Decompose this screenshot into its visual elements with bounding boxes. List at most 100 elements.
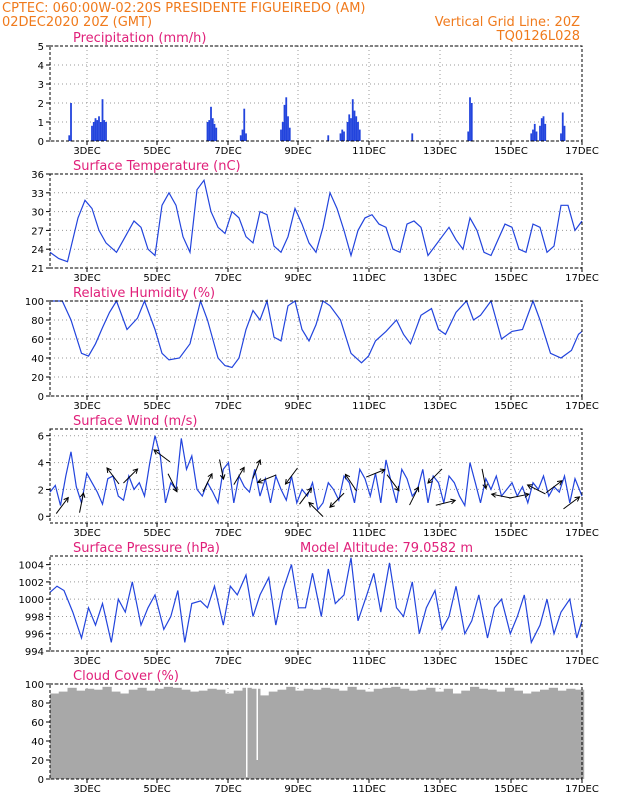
wind-xtick-7: 17DEC bbox=[565, 528, 599, 539]
precip-bar-45 bbox=[533, 123, 536, 141]
wind-title: Surface Wind (m/s) bbox=[73, 414, 197, 429]
cloud-bar-47 bbox=[461, 690, 471, 779]
humidity-xtick-4: 11DEC bbox=[352, 401, 386, 412]
cloud-bar-36 bbox=[365, 691, 375, 779]
cloud-bar-4 bbox=[85, 688, 95, 779]
precip-bar-16 bbox=[215, 127, 218, 141]
pressure-ytick-4: 1002 bbox=[19, 578, 44, 589]
precip-bar-6 bbox=[98, 116, 100, 141]
cloud-bar-41 bbox=[408, 690, 418, 779]
cloud-bar-32 bbox=[330, 688, 340, 779]
cloud-bar-49 bbox=[478, 688, 488, 779]
precip-bar-34 bbox=[351, 99, 354, 141]
humidity-frame bbox=[49, 300, 583, 397]
wind-arrow-head-12 bbox=[306, 487, 313, 494]
wind-arrow-head-8 bbox=[239, 466, 245, 473]
cloud-bar-11 bbox=[146, 690, 156, 779]
humidity-title: Relative Humidity (%) bbox=[73, 286, 215, 301]
precip-ytick-0: 0 bbox=[38, 137, 44, 148]
precip-bar-19 bbox=[243, 108, 246, 141]
wind-arrow-3 bbox=[123, 468, 138, 484]
precip-bar-44 bbox=[532, 129, 534, 141]
cloud-bar-50 bbox=[487, 689, 497, 779]
cloud-bar-28 bbox=[295, 690, 305, 779]
temp-ytick-2: 27 bbox=[31, 226, 44, 237]
wind-xtick-5: 13DEC bbox=[423, 528, 457, 539]
humidity-ytick-4: 80 bbox=[31, 316, 44, 327]
precip-bar-28 bbox=[339, 133, 342, 141]
wind-xtick-3: 9DEC bbox=[284, 528, 311, 539]
precip-title: Precipitation (mm/h) bbox=[73, 31, 206, 46]
precip-xtick-2: 7DEC bbox=[214, 146, 241, 157]
precip-xtick-6: 15DEC bbox=[494, 146, 528, 157]
header: CPTEC: 060:00W-02:20S PRESIDENTE FIGUEIR… bbox=[2, 1, 580, 44]
wind-line bbox=[49, 435, 583, 512]
precip-bar-8 bbox=[101, 99, 104, 141]
humidity-ytick-1: 20 bbox=[31, 373, 44, 384]
precip-xtick-3: 9DEC bbox=[284, 146, 311, 157]
cloud-bar-16 bbox=[190, 691, 200, 779]
precip-bar-36 bbox=[355, 116, 358, 141]
pressure-ytick-2: 998 bbox=[25, 612, 44, 623]
wind-arrow-11 bbox=[285, 467, 298, 485]
wind-arrow-head-24 bbox=[526, 484, 533, 490]
precip-xtick-1: 5DEC bbox=[143, 146, 170, 157]
precip-ytick-5: 5 bbox=[38, 42, 44, 53]
wind-arrow-head-4 bbox=[153, 449, 160, 455]
cloud-bar-48 bbox=[470, 686, 480, 779]
precip-bar-15 bbox=[213, 123, 216, 141]
cloud-xtick-5: 13DEC bbox=[423, 784, 457, 795]
precip-bar-43 bbox=[530, 133, 533, 141]
wind-arrow-head-5 bbox=[172, 486, 178, 493]
temp-xtick-7: 17DEC bbox=[565, 273, 599, 284]
cloud-bar-25 bbox=[268, 691, 278, 779]
humidity-panel: 0 20 40 60 80 100 3DEC 5DEC 7DEC 9DEC 11DEC 13DEC 15… bbox=[25, 286, 599, 412]
cloud-xtick-6: 15DEC bbox=[494, 784, 528, 795]
cloud-bar-54 bbox=[522, 693, 532, 779]
pressure-ytick-5: 1004 bbox=[19, 561, 44, 572]
temp-panel: 21 24 27 30 33 36 3DEC 5DEC 7DEC 9DEC 11DEC 13DEC 15… bbox=[31, 159, 599, 284]
cloud-bar-9 bbox=[128, 689, 138, 779]
cloud-bar-17 bbox=[198, 690, 208, 779]
wind-arrow-25 bbox=[545, 480, 563, 494]
precip-bar-47 bbox=[539, 125, 541, 141]
cloud-bar-52 bbox=[505, 687, 515, 779]
temp-frame bbox=[49, 173, 583, 269]
precip-bar-0 bbox=[68, 135, 71, 141]
precip-bar-7 bbox=[99, 122, 102, 141]
pressure-ytick-3: 1000 bbox=[19, 595, 44, 606]
cloud-bar-33 bbox=[338, 690, 348, 779]
temp-line bbox=[49, 178, 583, 263]
wind-arrow-head-2 bbox=[106, 467, 112, 474]
humidity-ytick-3: 60 bbox=[31, 335, 44, 346]
pressure-xtick-0: 3DEC bbox=[73, 656, 100, 667]
wind-arrow-7 bbox=[219, 459, 224, 480]
precip-ytick-2: 2 bbox=[38, 99, 44, 110]
humidity-xtick-5: 13DEC bbox=[423, 401, 457, 412]
wind-xtick-0: 3DEC bbox=[73, 528, 100, 539]
precip-bar-48 bbox=[540, 118, 543, 141]
cloud-bar-59 bbox=[566, 688, 576, 779]
cloud-bar-35 bbox=[356, 689, 366, 779]
pressure-xtick-3: 9DEC bbox=[284, 656, 311, 667]
precip-bar-26 bbox=[288, 127, 291, 141]
precip-bar-9 bbox=[103, 120, 106, 141]
pressure-line bbox=[49, 557, 583, 645]
pressure-xtick-7: 17DEC bbox=[565, 656, 599, 667]
wind-arrow-head-15 bbox=[344, 473, 351, 480]
wind-arrow-head-26 bbox=[574, 496, 581, 502]
cloud-bar-43 bbox=[426, 687, 436, 779]
precip-bar-31 bbox=[346, 122, 349, 141]
cloud-bar-55 bbox=[531, 691, 541, 779]
precip-bar-42 bbox=[470, 103, 473, 141]
cloud-bar-26 bbox=[277, 689, 287, 779]
precip-ytick-3: 3 bbox=[38, 80, 44, 91]
precip-bar-18 bbox=[241, 129, 244, 141]
cloud-bar-20 bbox=[225, 693, 235, 779]
cloud-xtick-3: 9DEC bbox=[284, 784, 311, 795]
temp-xtick-0: 3DEC bbox=[73, 273, 100, 284]
precip-bar-17 bbox=[239, 135, 242, 141]
pressure-xtick-4: 11DEC bbox=[352, 656, 386, 667]
precip-bar-46 bbox=[535, 131, 538, 141]
cloud-ytick-3: 60 bbox=[31, 718, 44, 729]
